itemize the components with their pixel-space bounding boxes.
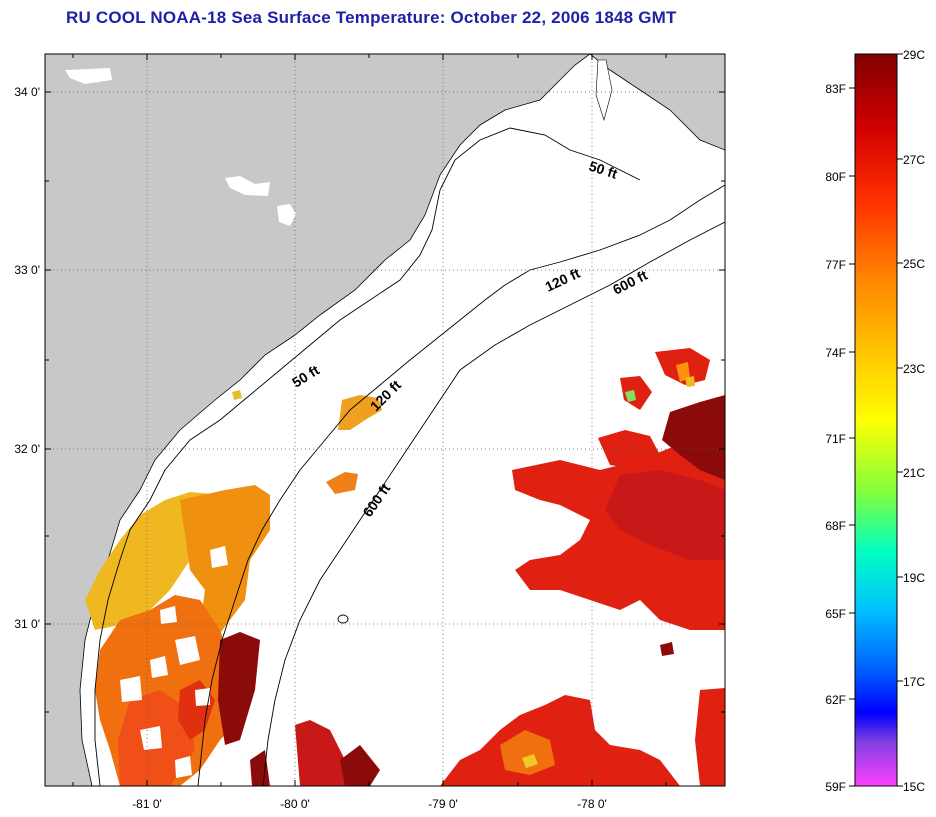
fahrenheit-label: 77F (825, 258, 846, 272)
fahrenheit-label: 80F (825, 170, 846, 184)
contour-label-120ft-north: 120 ft (543, 265, 583, 295)
sst-cloud-holes (120, 546, 228, 778)
celsius-label: 15C (903, 780, 925, 794)
celsius-label: 23C (903, 362, 925, 376)
fahrenheit-label: 59F (825, 780, 846, 794)
grid-lines (45, 54, 725, 786)
axis-ticks (45, 54, 725, 786)
outer-banks (589, 54, 725, 151)
fahrenheit-label: 68F (825, 519, 846, 533)
map-title: RU COOL NOAA-18 Sea Surface Temperature:… (66, 8, 677, 27)
celsius-label: 29C (903, 48, 925, 62)
bathymetry-contours (94, 127, 725, 786)
lat-label: 34 0' (14, 85, 40, 99)
celsius-label: 25C (903, 257, 925, 271)
lon-label: -80 0' (280, 797, 310, 811)
plot-frame (44, 53, 726, 787)
contour-label-50ft-south: 50 ft (289, 362, 322, 391)
contour-label-600ft-south: 600 ft (359, 480, 393, 519)
fahrenheit-label: 62F (825, 693, 846, 707)
celsius-label: 19C (903, 571, 925, 585)
fahrenheit-label: 83F (825, 82, 846, 96)
contour-label-120ft-south: 120 ft (367, 377, 404, 414)
celsius-label: 21C (903, 466, 925, 480)
contour-120ft (197, 184, 725, 786)
lon-label: -78 0' (577, 797, 607, 811)
land-mass (45, 54, 591, 786)
sound-water (595, 59, 613, 122)
lat-label: 31 0' (14, 617, 40, 631)
lon-label: -81 0' (132, 797, 162, 811)
land-mask-patch (277, 204, 296, 226)
lon-label: -79 0' (428, 797, 458, 811)
colorbar-ticks (849, 53, 903, 787)
sst-patches-offshore (440, 348, 725, 786)
land-mask-patch (225, 176, 270, 196)
contour-label-600ft-north: 600 ft (610, 267, 650, 298)
fahrenheit-label: 71F (825, 432, 846, 446)
lat-label: 33 0' (14, 263, 40, 277)
lat-label: 32 0' (14, 442, 40, 456)
sst-map: 50 ft 50 ft 120 ft 120 ft 600 ft 600 ft … (14, 53, 726, 811)
colorbar-gradient (854, 53, 898, 787)
contour-600ft (262, 221, 725, 786)
land-mask-patch (65, 68, 112, 84)
fahrenheit-label: 74F (825, 346, 846, 360)
celsius-label: 27C (903, 153, 925, 167)
contour-50ft (94, 127, 641, 786)
celsius-label: 17C (903, 675, 925, 689)
fahrenheit-label: 65F (825, 607, 846, 621)
